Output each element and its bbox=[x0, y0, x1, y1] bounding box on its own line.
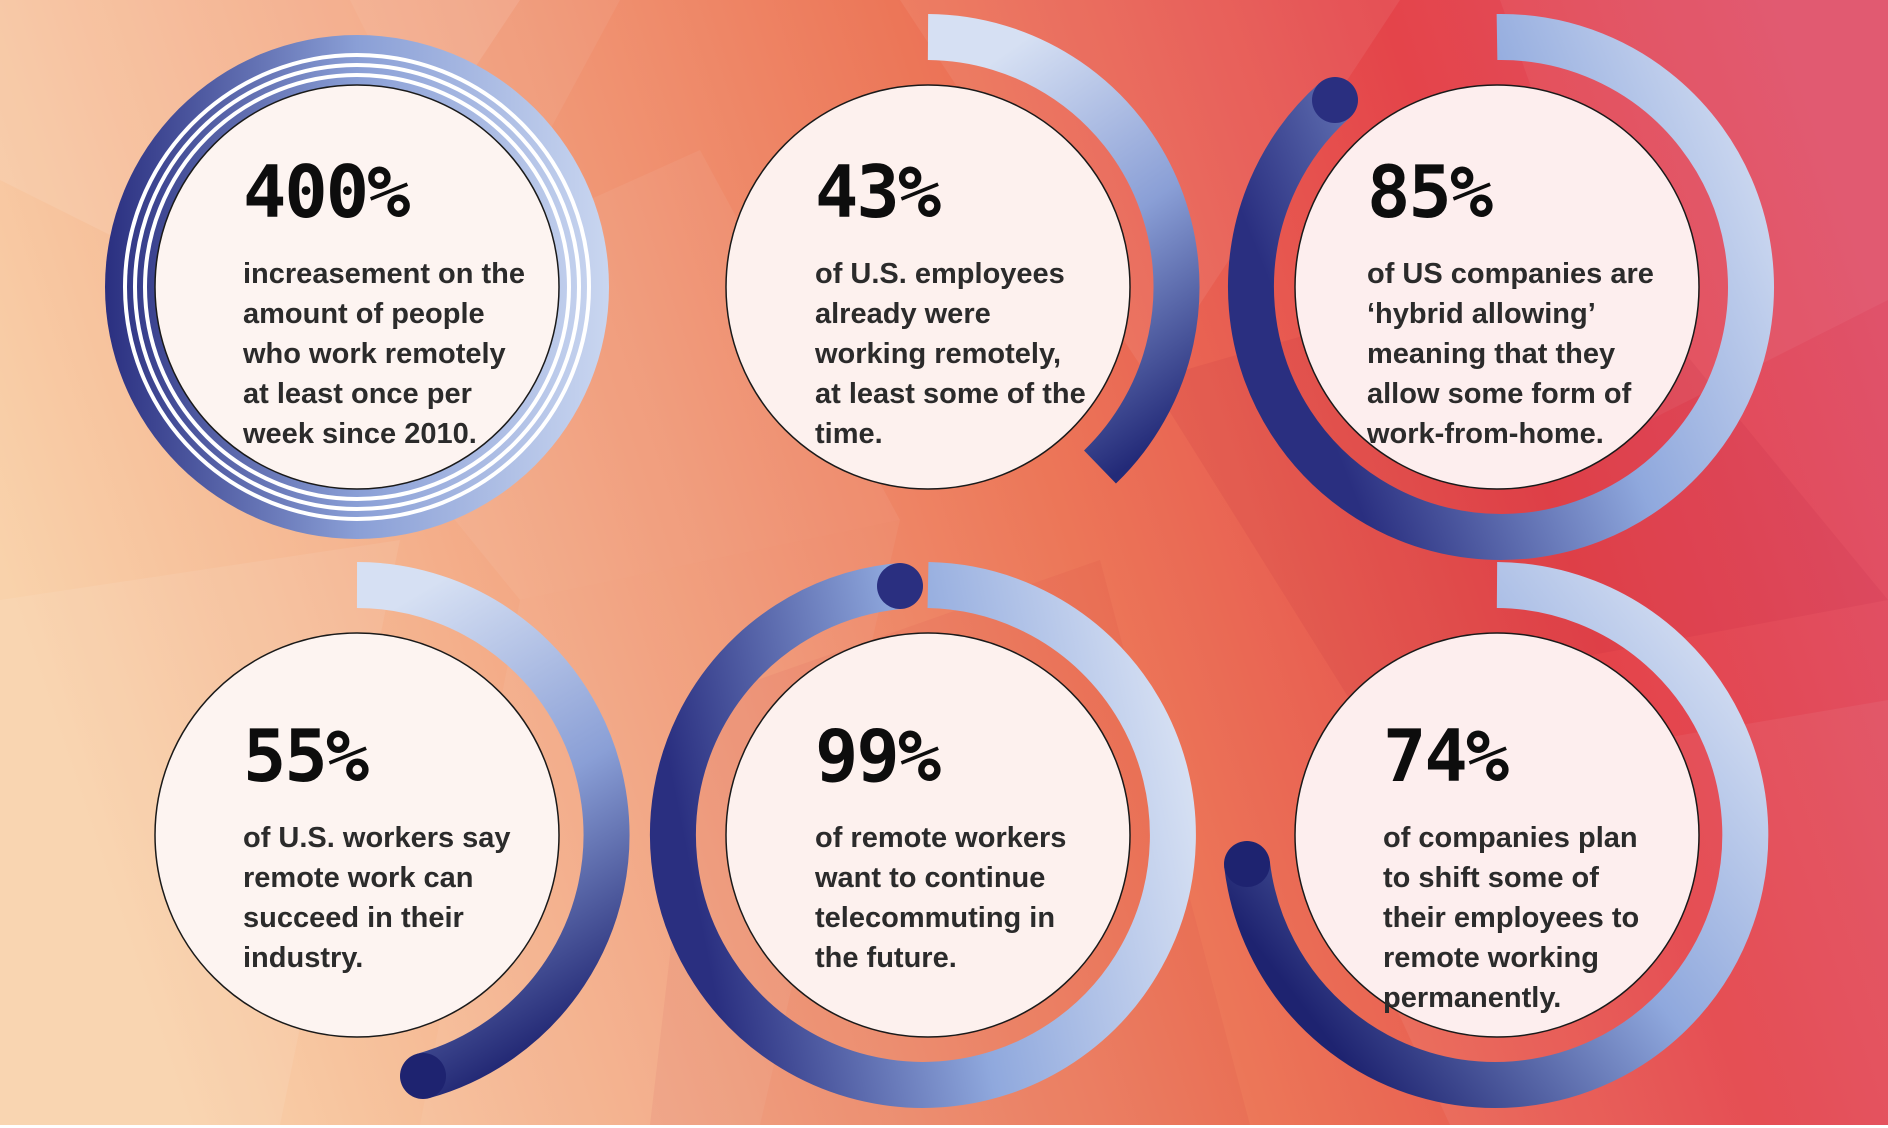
stat-caption-line: allow some form of bbox=[1367, 378, 1632, 410]
inner-disc bbox=[1294, 632, 1700, 1038]
stat-caption-line: increasement on the bbox=[243, 258, 526, 290]
stat-caption-line: remote work can bbox=[243, 862, 474, 894]
stat-card-99-percent: 99% of remote workers want to continue t… bbox=[645, 562, 1205, 1128]
stat-caption-line: telecommuting in bbox=[815, 902, 1056, 934]
progress-ring-graphic bbox=[1227, 13, 1774, 560]
stat-value: 43% bbox=[815, 150, 941, 234]
stat-card-85-percent: 85% of US companies are ‘hybrid allowing… bbox=[1215, 13, 1775, 580]
progress-arc-cap bbox=[877, 563, 923, 609]
stat-caption-line: who work remotely bbox=[243, 338, 506, 370]
stat-value: 400% bbox=[243, 150, 410, 234]
progress-ring-graphic bbox=[649, 562, 1196, 1108]
stat-caption-line: of U.S. workers say bbox=[243, 822, 511, 854]
progress-arc bbox=[1227, 13, 1774, 560]
progress-ring-graphic bbox=[1224, 562, 1769, 1108]
stat-caption-line: amount of people bbox=[243, 298, 485, 330]
stat-caption-line: their employees to bbox=[1383, 902, 1640, 934]
stat-caption-line: of US companies are bbox=[1367, 258, 1654, 290]
progress-arc bbox=[649, 562, 1196, 1108]
stat-caption-line: of remote workers bbox=[815, 822, 1067, 854]
stat-caption-line: industry. bbox=[243, 942, 364, 974]
stat-caption-line: work-from-home. bbox=[1367, 418, 1604, 450]
stat-caption-line: ‘hybrid allowing’ bbox=[1367, 298, 1596, 330]
stat-card-400-percent: 400% increasement on the amount of peopl… bbox=[75, 20, 635, 580]
stat-caption-line: remote working bbox=[1383, 942, 1599, 974]
inner-disc bbox=[154, 84, 560, 490]
progress-arc bbox=[1224, 562, 1769, 1108]
progress-arc bbox=[927, 14, 1200, 484]
stat-caption-line: permanently. bbox=[1383, 982, 1562, 1014]
stat-caption-line: of companies plan bbox=[1383, 822, 1638, 854]
ring-line bbox=[123, 53, 591, 521]
stat-value: 74% bbox=[1383, 714, 1509, 798]
stat-value: 99% bbox=[815, 714, 941, 798]
progress-arc bbox=[356, 562, 630, 1099]
stat-card-74-percent: 74% of companies plan to shift some of t… bbox=[1215, 562, 1775, 1128]
inner-disc bbox=[725, 632, 1131, 1038]
ring-line bbox=[133, 63, 581, 511]
stat-caption-line: at least some of the bbox=[815, 378, 1086, 410]
stat-caption-line: time. bbox=[815, 418, 883, 450]
inner-disc bbox=[1294, 84, 1700, 490]
progress-arc-cap bbox=[1312, 77, 1358, 123]
stat-card-55-percent: 55% of U.S. workers say remote work can … bbox=[75, 562, 635, 1128]
stat-caption-line: to shift some of bbox=[1383, 862, 1599, 894]
concentric-rings-graphic bbox=[105, 35, 609, 539]
stat-caption-line: already were bbox=[815, 298, 991, 330]
progress-ring-graphic bbox=[154, 562, 630, 1099]
inner-disc bbox=[154, 632, 560, 1038]
stat-caption-line: the future. bbox=[815, 942, 957, 974]
ring-line bbox=[143, 73, 571, 501]
progress-arc-cap bbox=[1224, 841, 1270, 887]
stat-caption-line: working remotely, bbox=[815, 338, 1062, 370]
progress-arc-cap bbox=[400, 1053, 446, 1099]
stat-card-43-percent: 43% of U.S. employees already were worki… bbox=[645, 14, 1205, 580]
progress-ring-graphic bbox=[725, 14, 1200, 490]
inner-disc bbox=[725, 84, 1131, 490]
stat-caption-line: want to continue bbox=[815, 862, 1046, 894]
stat-caption-line: week since 2010. bbox=[243, 418, 477, 450]
stat-caption-line: meaning that they bbox=[1367, 338, 1616, 370]
stat-value: 55% bbox=[243, 714, 369, 798]
stat-value: 85% bbox=[1367, 150, 1493, 234]
stat-caption-line: at least once per bbox=[243, 378, 472, 410]
stat-caption-line: succeed in their bbox=[243, 902, 464, 934]
stat-caption-line: of U.S. employees bbox=[815, 258, 1065, 290]
